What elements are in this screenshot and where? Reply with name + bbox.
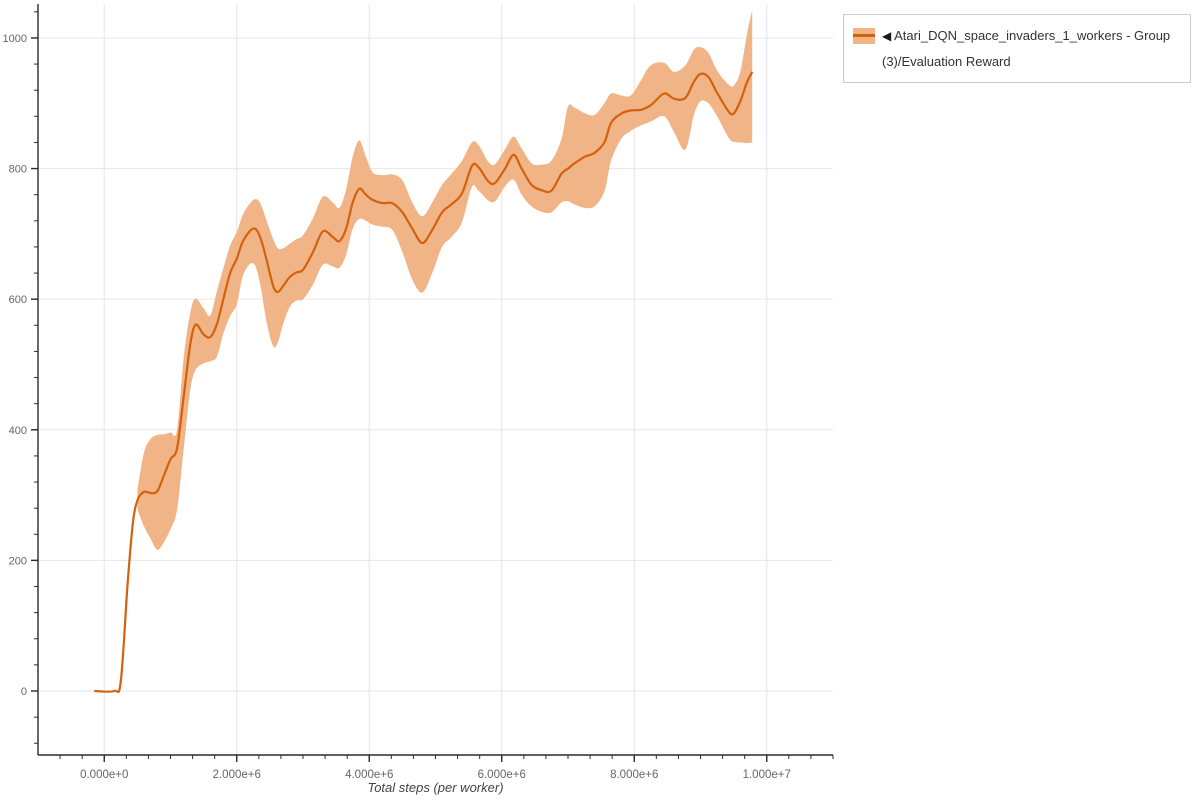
series-line [94,71,754,694]
y-axis-ticks [31,11,38,744]
svg-text:8.000e+6: 8.000e+6 [610,769,658,781]
svg-text:800: 800 [9,164,27,176]
y-axis-tick-labels: 0 200 400 600 800 1000 [3,33,27,698]
svg-text:Total steps (per worker): Total steps (per worker) [367,780,503,795]
legend-band-swatch [853,28,875,44]
svg-text:0.000e+0: 0.000e+0 [80,769,128,781]
x-axis-title: Total steps (per worker) [367,780,503,795]
axes [37,4,833,756]
svg-text:400: 400 [9,425,27,437]
svg-text:0: 0 [21,686,27,698]
svg-text:2.000e+6: 2.000e+6 [213,769,261,781]
collapse-triangle-icon[interactable]: ◀ [882,29,892,43]
x-axis-tick-labels: 0.000e+0 2.000e+6 4.000e+6 6.000e+6 8.000e+6… [80,769,791,781]
svg-text:4.000e+6: 4.000e+6 [345,769,393,781]
legend-box[interactable]: ◀ Atari_DQN_space_invaders_1_workers - G… [843,14,1191,83]
svg-text:200: 200 [9,555,27,567]
legend-series-label: Atari_DQN_space_invaders_1_workers - Gro… [882,28,1171,69]
gridlines [38,4,833,755]
x-axis-ticks [59,755,834,762]
series-band [137,9,753,550]
legend-line-swatch [853,34,875,37]
svg-text:600: 600 [9,294,27,306]
svg-text:6.000e+6: 6.000e+6 [478,769,526,781]
svg-text:1000: 1000 [3,33,27,45]
svg-text:1.000e+7: 1.000e+7 [743,769,791,781]
legend-entry[interactable]: ◀ Atari_DQN_space_invaders_1_workers - G… [882,23,1180,74]
